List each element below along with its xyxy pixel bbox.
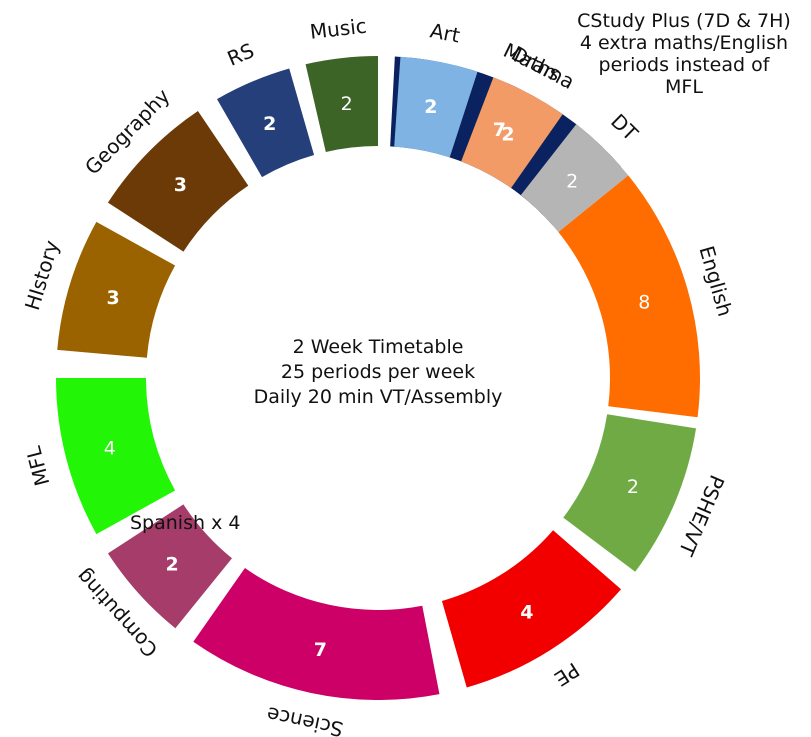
segment-music xyxy=(305,56,378,152)
segment-history xyxy=(57,221,176,358)
center-line-1: 2 Week Timetable xyxy=(293,336,464,358)
center-line-2: 25 periods per week xyxy=(281,361,475,383)
segment-value-science: 7 xyxy=(314,639,327,661)
segment-label-science: Science xyxy=(265,702,346,737)
cstudy-note-line-1: CStudy Plus (7D & 7H) xyxy=(577,10,791,32)
segment-dt xyxy=(520,124,629,232)
segment-value-maths: 7 xyxy=(493,119,506,141)
segment-label-art: Art xyxy=(428,18,462,47)
segment-label-music: Music xyxy=(309,14,368,44)
segment-pshe-vt xyxy=(563,414,697,572)
segment-geography xyxy=(107,111,249,252)
center-line-3: Daily 20 min VT/Assembly xyxy=(254,386,503,408)
segment-art xyxy=(394,56,478,158)
segment-label-mfl: MFL xyxy=(21,443,54,488)
segment-value-dt: 2 xyxy=(566,170,578,192)
segment-pe xyxy=(441,530,622,688)
segment-label-rs: RS xyxy=(224,38,258,70)
segment-value-pshe-vt: 2 xyxy=(627,476,639,498)
center-text: 2 Week Timetable 25 periods per week Dai… xyxy=(254,336,503,408)
segment-value-computing: 2 xyxy=(166,553,179,575)
segment-value-mfl: 4 xyxy=(104,437,116,459)
segment-value-english: 8 xyxy=(638,292,650,314)
segment-computing xyxy=(107,504,232,629)
segment-value-geography: 3 xyxy=(174,174,187,196)
segment-value-pe: 4 xyxy=(520,602,533,624)
segment-label-history: HIstory xyxy=(20,237,64,313)
segment-rs xyxy=(217,68,315,178)
segment-mfl xyxy=(55,378,176,535)
cstudy-plus-note: CStudy Plus (7D & 7H) 4 extra maths/Engl… xyxy=(554,10,811,98)
segment-label-pshe-vt: PSHE/VT xyxy=(674,471,730,559)
segments-layer xyxy=(55,56,700,700)
segment-value-drama: 2 xyxy=(501,123,514,145)
segment-science xyxy=(193,568,440,700)
spanish-note: Spanish x 4 xyxy=(130,512,241,534)
segment-label-dt: DT xyxy=(606,109,643,146)
cstudy-note-line-4: MFL xyxy=(665,76,703,98)
segment-label-english: English xyxy=(694,243,737,319)
segment-value-rs: 2 xyxy=(263,113,276,135)
segment-value-music: 2 xyxy=(341,93,353,115)
segment-value-history: 3 xyxy=(106,287,119,309)
cstudy-note-line-2: 4 extra maths/English xyxy=(579,32,789,54)
segment-english xyxy=(558,175,700,418)
segment-drama xyxy=(461,77,563,188)
segment-value-art: 2 xyxy=(424,96,437,118)
segment-label-pe: PE xyxy=(550,658,584,692)
cstudy-note-line-3: periods instead of xyxy=(598,54,770,76)
